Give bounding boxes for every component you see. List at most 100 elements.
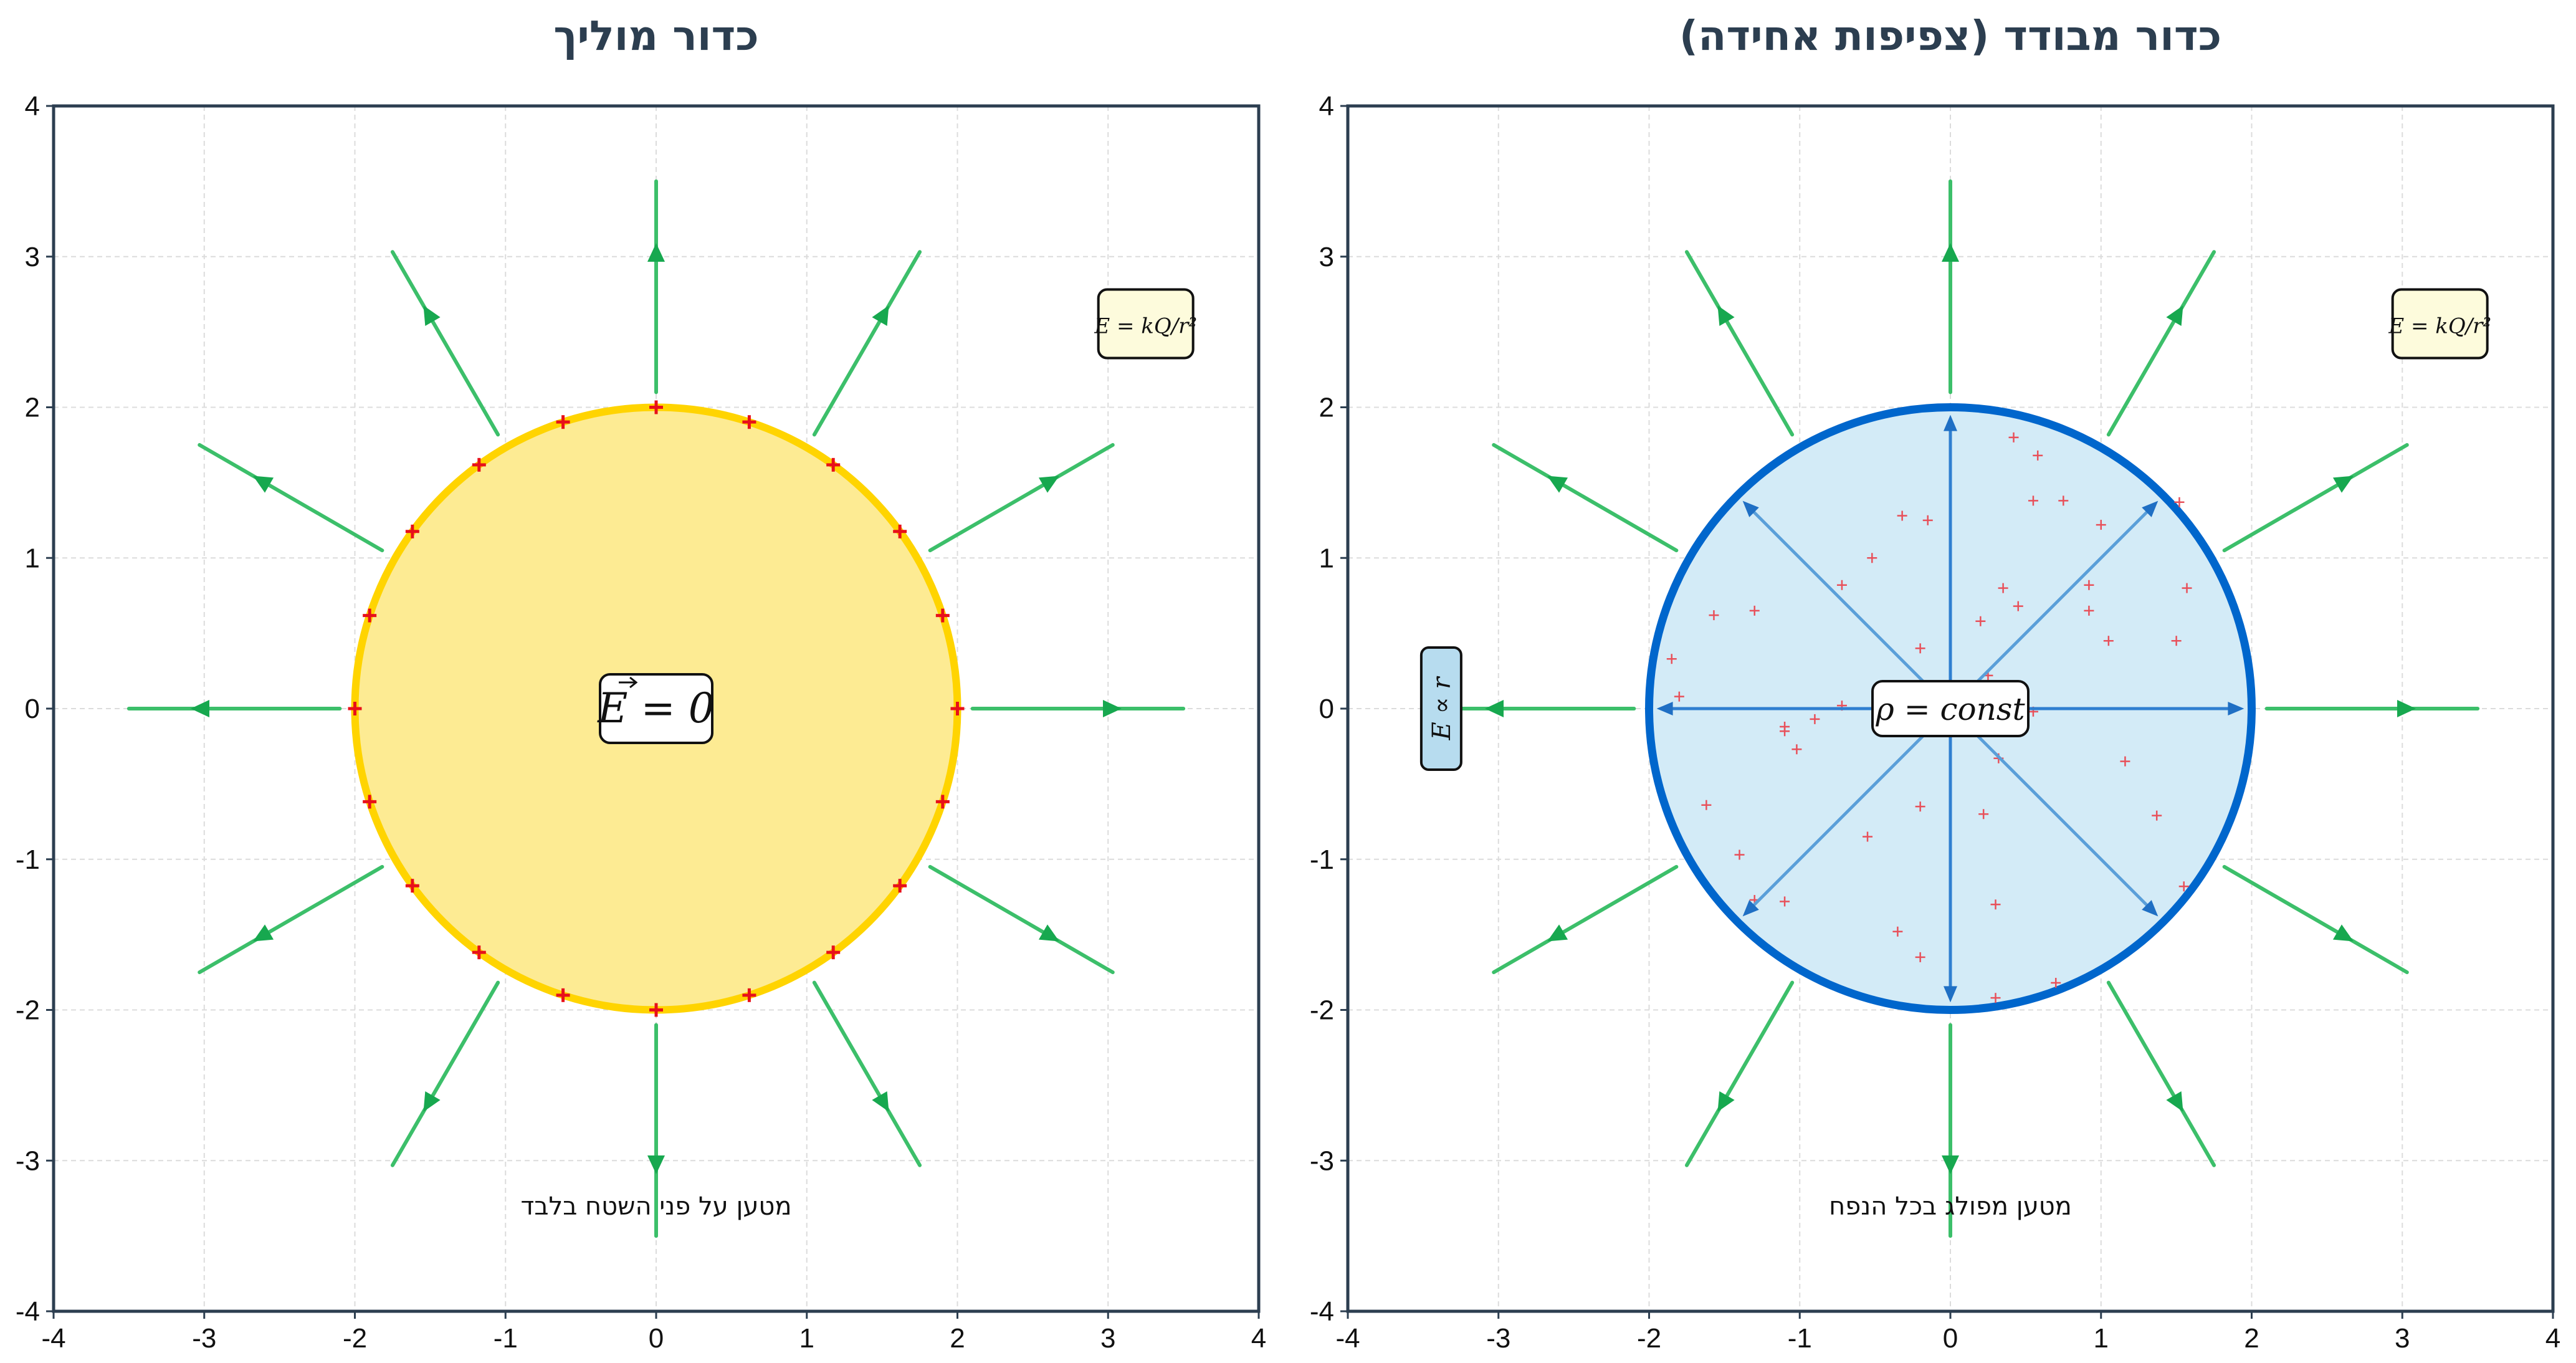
y-tick-label: -3 [1310,1145,1334,1176]
volume-charge-plus [1666,654,1677,664]
x-tick-label: 0 [649,1323,664,1354]
field-arrowhead [423,305,441,327]
field-arrowhead [647,242,665,262]
x-tick-label: 4 [2545,1323,2560,1354]
field-arrowhead [2166,305,2183,327]
field-arrowhead [1038,476,1059,493]
center-label-box [1871,680,2030,737]
inner-field-arrow [1949,505,2154,710]
volume-charge-plus [2174,497,2185,507]
surface-charge-plus [893,879,907,893]
volume-charge-plus [1915,801,1925,812]
volume-charge-plus [1922,515,1933,525]
volume-charge-plus [1780,896,1790,907]
field-arrowhead [647,1155,665,1175]
surface-charge-plus [742,988,756,1002]
inner-field-arrow [1747,505,1952,710]
y-tick-label: -1 [1310,844,1334,875]
volume-charge-plus [1701,800,1712,810]
y-tick-label: 0 [25,694,40,724]
surface-charge-plus [649,1003,663,1017]
volume-charge-plus [1892,926,1903,937]
volume-charge-plus [2182,583,2192,593]
x-tick-label: -3 [1486,1323,1510,1354]
surface-charge-plus [472,457,486,472]
surface-charge-plus [742,415,756,429]
surface-charge-plus [363,608,377,623]
field-line [1492,864,1679,975]
field-line [390,250,500,437]
field-line [928,864,1115,975]
field-arrowhead [1547,924,1568,942]
volume-charge-plus [1897,510,1907,521]
volume-charge-plus [2028,495,2038,506]
side-label-box [1419,646,1462,771]
conducting-sphere-panel: כדור מוליך -4 -3 -2 -1 0 1 2 3 4 4 3 2 1 0 -1 -2 -3 -4 E = … [16,12,1266,1354]
field-line [812,250,922,437]
volume-charge-plus [2051,977,2061,988]
surface-charge-plus [405,524,419,538]
x-tick-label: 3 [2395,1323,2410,1354]
volume-charge-plus [1863,831,1873,842]
inner-field-arrowhead [2142,900,2159,917]
field-arrowhead [1547,476,1568,493]
surface-charge-plus [893,524,907,538]
volume-charge-plus [2084,580,2094,590]
x-tick-label: 1 [2094,1323,2109,1354]
y-tick-label: 4 [1319,91,1334,122]
volume-charge-plus [1915,643,1925,654]
x-tick-label: 0 [1943,1323,1958,1354]
x-tick-label: -1 [494,1323,518,1354]
surface-charge-plus [363,795,377,809]
volume-charge-plus [1836,580,1847,590]
volume-charge-plus [1749,605,1760,616]
volume-charge-plus [2033,450,2043,461]
volume-charge-plus [1990,993,2001,1003]
volume-charge-plus [1734,849,1745,860]
center-label: E = 0 [597,684,714,732]
field-arrowhead [872,305,889,327]
volume-charge-plus [2096,520,2106,530]
y-tick-label: 2 [1319,393,1334,423]
insulating-sphere-panel: כדור מבודד (צפיפות אחידה) -4 -3 -2 -1 0 1 2 3 4 4 3… [1310,12,2560,1354]
field-arrowhead [1103,700,1122,717]
x-tick-label: -2 [1637,1323,1661,1354]
volume-charge-plus [1975,616,1986,626]
inner-field-arrowhead [1742,500,1759,517]
volume-charge-plus [2058,495,2069,506]
inner-field-arrowhead [1944,414,1957,431]
field-line [2222,442,2409,553]
surface-charge-plus [556,988,570,1002]
volume-charge-plus [2008,432,2019,442]
field-arrowhead [2397,700,2416,717]
volume-charge-plus [1791,744,1802,755]
x-tick-label: 2 [2244,1323,2259,1354]
field-arrowhead [1038,924,1059,942]
field-line [1684,250,1795,437]
formula-box [1097,288,1195,360]
formula-label: E = kQ/r² [2388,314,2491,339]
field-line [198,442,384,553]
field-line [390,980,500,1167]
inner-field-arrow [1949,707,2154,912]
panel-title: כדור מבודד (צפיפות אחידה) [1679,12,2221,60]
surface-charge-plus [950,702,965,715]
volume-charge-plus [2152,810,2162,821]
panel-caption: מטען על פני השטח בלבד [521,1192,792,1221]
x-tick-label: 1 [799,1323,814,1354]
y-tick-label: 3 [25,242,40,272]
center-label: ρ = const [1875,691,2025,727]
y-tick-label: -3 [16,1145,40,1176]
y-tick-label: 4 [25,91,40,122]
y-tick-label: -2 [1310,995,1334,1026]
surface-charge-plus [405,879,419,893]
formula-label: E = kQ/r² [1094,314,1197,339]
field-line [2106,250,2216,437]
volume-charge-plus [1867,553,1877,563]
y-tick-label: 1 [25,543,40,573]
surface-charge-plus [649,400,663,414]
volume-charge-plus [2013,601,2023,611]
field-arrowhead [2166,1091,2183,1112]
surface-charge-plus [556,415,570,429]
